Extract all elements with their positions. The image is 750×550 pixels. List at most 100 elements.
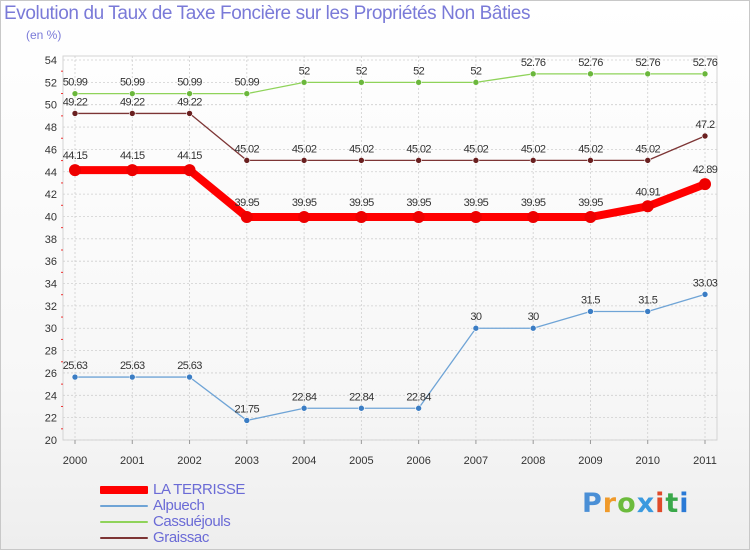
x-tick-label: 2007 [464, 455, 488, 467]
data-point [128, 373, 136, 381]
x-tick-label: 2006 [406, 455, 430, 467]
x-tick-label: 2011 [693, 455, 717, 467]
y-tick-label: 46 [45, 144, 57, 156]
data-point [71, 373, 79, 381]
data-point [240, 211, 253, 224]
legend-swatch-graissac [100, 537, 148, 539]
data-point [298, 211, 311, 224]
data-label: 52 [470, 65, 482, 77]
data-label: 45.02 [578, 143, 603, 155]
data-label: 45.02 [464, 143, 489, 155]
y-tick-label: 42 [45, 189, 57, 201]
data-point [186, 90, 193, 97]
series-alpuech: 25.63 25.63 25.63 21.75 22.84 22.84 22.84 30 30 3… [63, 277, 718, 424]
legend-swatch-la-terrisse [100, 486, 148, 494]
data-label: 22.84 [292, 391, 317, 403]
y-tick-label: 20 [45, 435, 57, 447]
data-point [128, 110, 136, 117]
data-point [71, 110, 79, 117]
data-point [644, 157, 652, 164]
data-label: 52.76 [521, 57, 546, 69]
data-point [71, 90, 79, 97]
data-label: 50.99 [63, 77, 88, 89]
data-point [415, 157, 422, 164]
data-label: 31.5 [638, 294, 657, 306]
data-label: 21.75 [235, 403, 260, 415]
data-label: 25.63 [63, 360, 88, 372]
y-tick-label: 40 [45, 211, 57, 223]
data-point [243, 417, 251, 424]
data-label: 45.02 [635, 143, 660, 155]
data-label: 39.95 [521, 197, 546, 209]
legend-item-la-terrisse: LA TERRISSE [100, 481, 300, 498]
data-point [243, 157, 251, 164]
data-point [126, 164, 139, 177]
chart-subtitle: (en %) [26, 28, 62, 42]
data-label: 25.63 [177, 360, 202, 372]
y-tick-label: 54 [45, 55, 57, 67]
data-point [641, 200, 654, 213]
data-point [472, 157, 480, 164]
data-point [243, 90, 251, 97]
legend-label: LA TERRISSE [153, 481, 246, 498]
data-point [358, 79, 365, 86]
data-label: 22.84 [406, 391, 431, 403]
y-tick-label: 32 [45, 301, 57, 313]
x-tick-label: 2010 [635, 455, 659, 467]
data-point [186, 110, 193, 117]
y-tick-label: 28 [45, 346, 57, 358]
data-label: 52 [413, 65, 425, 77]
data-point [300, 157, 308, 164]
data-point [644, 308, 652, 315]
data-point [183, 164, 196, 177]
series-line-graissac [74, 112, 706, 162]
data-label: 52.76 [693, 57, 718, 69]
data-point [469, 211, 482, 224]
data-point [701, 291, 709, 298]
data-point [355, 211, 368, 224]
data-label: 39.95 [349, 197, 374, 209]
data-point [186, 373, 193, 381]
data-label: 45.02 [235, 143, 260, 155]
legend-swatch-cassuejouls [100, 521, 148, 523]
data-label: 33.03 [693, 277, 718, 289]
data-label: 42.89 [693, 164, 718, 176]
data-label: 39.95 [292, 197, 317, 209]
data-label: 22.84 [349, 391, 374, 403]
data-point [587, 308, 594, 315]
series-line-la-terrisse [71, 166, 709, 222]
data-label: 47.2 [695, 119, 714, 131]
y-tick-label: 48 [45, 122, 57, 134]
data-point [128, 90, 136, 97]
data-label: 45.02 [521, 143, 546, 155]
x-tick-label: 2001 [120, 455, 144, 467]
data-point [587, 70, 594, 78]
series-graissac: 49.22 49.22 49.22 45.02 45.02 45.02 45.02 45.02… [63, 96, 716, 164]
data-label: 50.99 [235, 77, 260, 89]
data-label: 45.02 [292, 143, 317, 155]
x-tick-label: 2000 [63, 455, 87, 467]
data-label: 39.95 [406, 197, 431, 209]
legend-label: Graissac [153, 529, 209, 546]
data-label: 40.91 [635, 186, 660, 198]
x-tick-label: 2002 [177, 455, 201, 467]
data-point [529, 324, 537, 332]
data-label: 44.15 [63, 150, 88, 162]
proxiti-logo: Proxiti [582, 488, 690, 519]
data-point [529, 157, 537, 164]
data-point [699, 178, 711, 191]
x-tick-label: 2003 [235, 455, 259, 467]
data-point [300, 404, 308, 412]
x-tick-label: 2004 [292, 455, 316, 467]
data-label: 44.15 [177, 150, 202, 162]
data-label: 39.95 [235, 197, 260, 209]
data-label: 30 [528, 311, 540, 323]
data-point [472, 79, 480, 86]
plot-area [62, 55, 718, 441]
legend: LA TERRISSE Alpuech Cassuéjouls Graissac [100, 481, 300, 546]
y-tick-label: 44 [45, 167, 57, 179]
legend-item-alpuech: Alpuech [100, 497, 300, 514]
y-tick-label: 30 [45, 323, 57, 335]
y-tick-label: 50 [45, 100, 57, 112]
